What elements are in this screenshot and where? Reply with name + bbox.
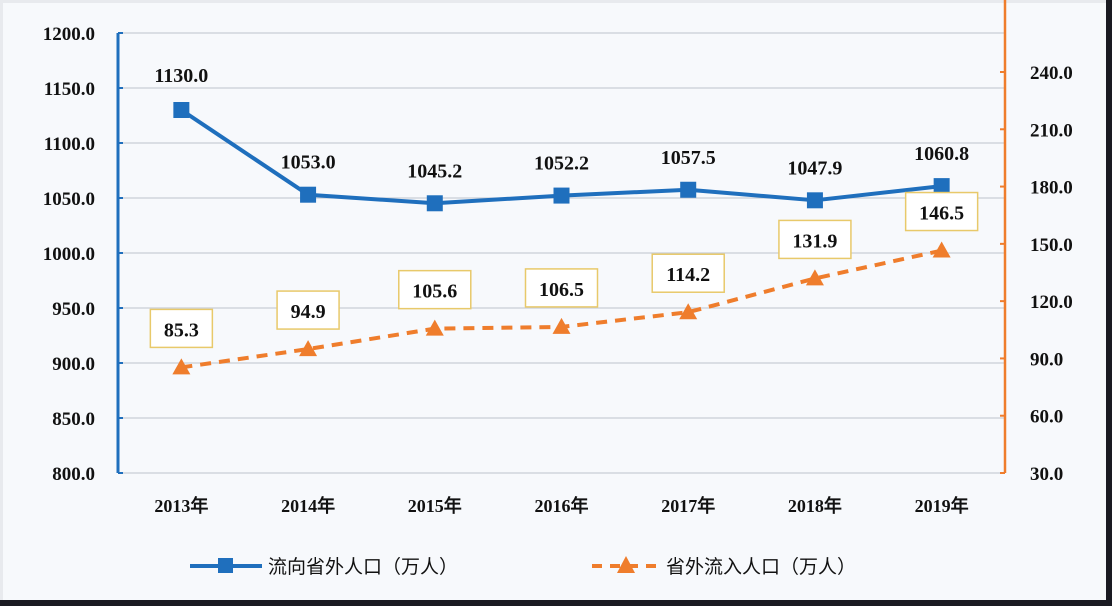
svg-text:94.9: 94.9 xyxy=(291,301,326,323)
right-axis-tick-label: 210.0 xyxy=(1030,120,1073,141)
gridlines xyxy=(118,32,1005,474)
right-axis-tick-label: 150.0 xyxy=(1030,235,1073,256)
inflow-data-label: 131.9 xyxy=(778,219,852,260)
outflow-data-label: 1047.9 xyxy=(787,157,842,179)
outflow-data-label: 1060.8 xyxy=(914,143,969,165)
legend-item-inflow: 省外流入人口（万人） xyxy=(592,556,856,578)
left-axis-tick-label: 1050.0 xyxy=(43,189,95,210)
x-axis-category-label: 2014年 xyxy=(281,495,335,516)
left-axis-tick-label: 1100.0 xyxy=(44,134,95,155)
inflow-data-label: 105.6 xyxy=(398,269,472,310)
series-inflow-line xyxy=(172,241,951,375)
left-y-axis: 1200.0 1150.0 1100.0 1050.0 1000.0 950.0 900.0… xyxy=(43,24,123,485)
left-axis-tick-label: 1000.0 xyxy=(43,244,95,265)
x-axis-category-label: 2015年 xyxy=(408,495,462,516)
triangle-marker-icon xyxy=(425,319,444,336)
x-axis-category-label: 2013年 xyxy=(154,495,208,516)
outflow-data-label: 1045.2 xyxy=(407,160,462,182)
svg-text:106.5: 106.5 xyxy=(539,279,584,301)
svg-text:131.9: 131.9 xyxy=(792,230,837,252)
square-marker-icon xyxy=(300,186,317,203)
inflow-data-label: 94.9 xyxy=(276,290,340,330)
square-marker-icon xyxy=(553,187,570,204)
square-marker-icon xyxy=(933,178,950,195)
outflow-data-label: 1130.0 xyxy=(154,65,208,87)
legend-triangle-marker-icon xyxy=(617,556,635,573)
data-labels: 85.3 94.9 105.6 106.5 114.2 131.9 146.5 1130.0 1… xyxy=(149,65,979,349)
right-axis-tick-label: 240.0 xyxy=(1030,63,1073,84)
triangle-marker-icon xyxy=(805,269,824,286)
right-axis-tick-label: 90.0 xyxy=(1030,349,1063,370)
left-axis-tick-label: 850.0 xyxy=(52,409,95,430)
triangle-marker-icon xyxy=(299,340,318,357)
left-axis-tick-label: 800.0 xyxy=(52,464,95,485)
triangle-marker-icon xyxy=(552,317,571,334)
legend-label-outflow: 流向省外人口（万人） xyxy=(268,556,458,578)
triangle-marker-icon xyxy=(679,303,698,320)
left-axis-tick-label: 1150.0 xyxy=(44,79,95,100)
square-marker-icon xyxy=(426,195,443,212)
inflow-data-label: 146.5 xyxy=(904,191,979,232)
inflow-data-label: 106.5 xyxy=(524,268,599,308)
triangle-marker-icon xyxy=(172,358,191,375)
x-axis-category-label: 2018年 xyxy=(788,495,842,516)
left-axis-tick-label: 950.0 xyxy=(52,299,95,320)
svg-text:114.2: 114.2 xyxy=(666,264,710,286)
right-y-axis: 240.0 210.0 180.0 150.0 120.0 90.0 60.0 30.0 xyxy=(1000,0,1073,485)
legend-item-outflow: 流向省外人口（万人） xyxy=(190,556,458,578)
triangle-marker-icon xyxy=(932,241,951,258)
right-axis-tick-label: 180.0 xyxy=(1030,178,1073,199)
inflow-data-label: 85.3 xyxy=(149,308,214,349)
right-axis-tick-label: 120.0 xyxy=(1030,292,1073,313)
svg-text:105.6: 105.6 xyxy=(412,281,457,303)
square-marker-icon xyxy=(173,102,190,118)
left-axis-tick-label: 900.0 xyxy=(52,354,95,375)
x-axis: 2013年 2014年 2015年 2016年 2017年 2018年 2019年 xyxy=(154,495,968,516)
left-axis-tick-label: 1200.0 xyxy=(43,24,95,45)
square-marker-icon xyxy=(680,181,697,198)
svg-text:85.3: 85.3 xyxy=(164,319,199,341)
legend-square-marker-icon xyxy=(218,558,233,573)
x-axis-category-label: 2016年 xyxy=(535,495,589,516)
svg-text:146.5: 146.5 xyxy=(919,203,964,225)
right-axis-tick-label: 30.0 xyxy=(1030,464,1063,485)
outflow-data-label: 1057.5 xyxy=(661,147,716,169)
legend-label-inflow: 省外流入人口（万人） xyxy=(666,556,856,578)
inflow-data-label: 114.2 xyxy=(651,253,725,293)
outflow-data-label: 1052.2 xyxy=(534,153,589,175)
series-outflow-line xyxy=(173,102,950,212)
x-axis-category-label: 2019年 xyxy=(915,495,969,516)
legend: 流向省外人口（万人） 省外流入人口（万人） xyxy=(190,556,856,578)
square-marker-icon xyxy=(806,192,823,209)
outflow-data-label: 1053.0 xyxy=(281,152,336,174)
right-axis-tick-label: 60.0 xyxy=(1030,407,1063,428)
x-axis-category-label: 2017年 xyxy=(661,495,715,516)
